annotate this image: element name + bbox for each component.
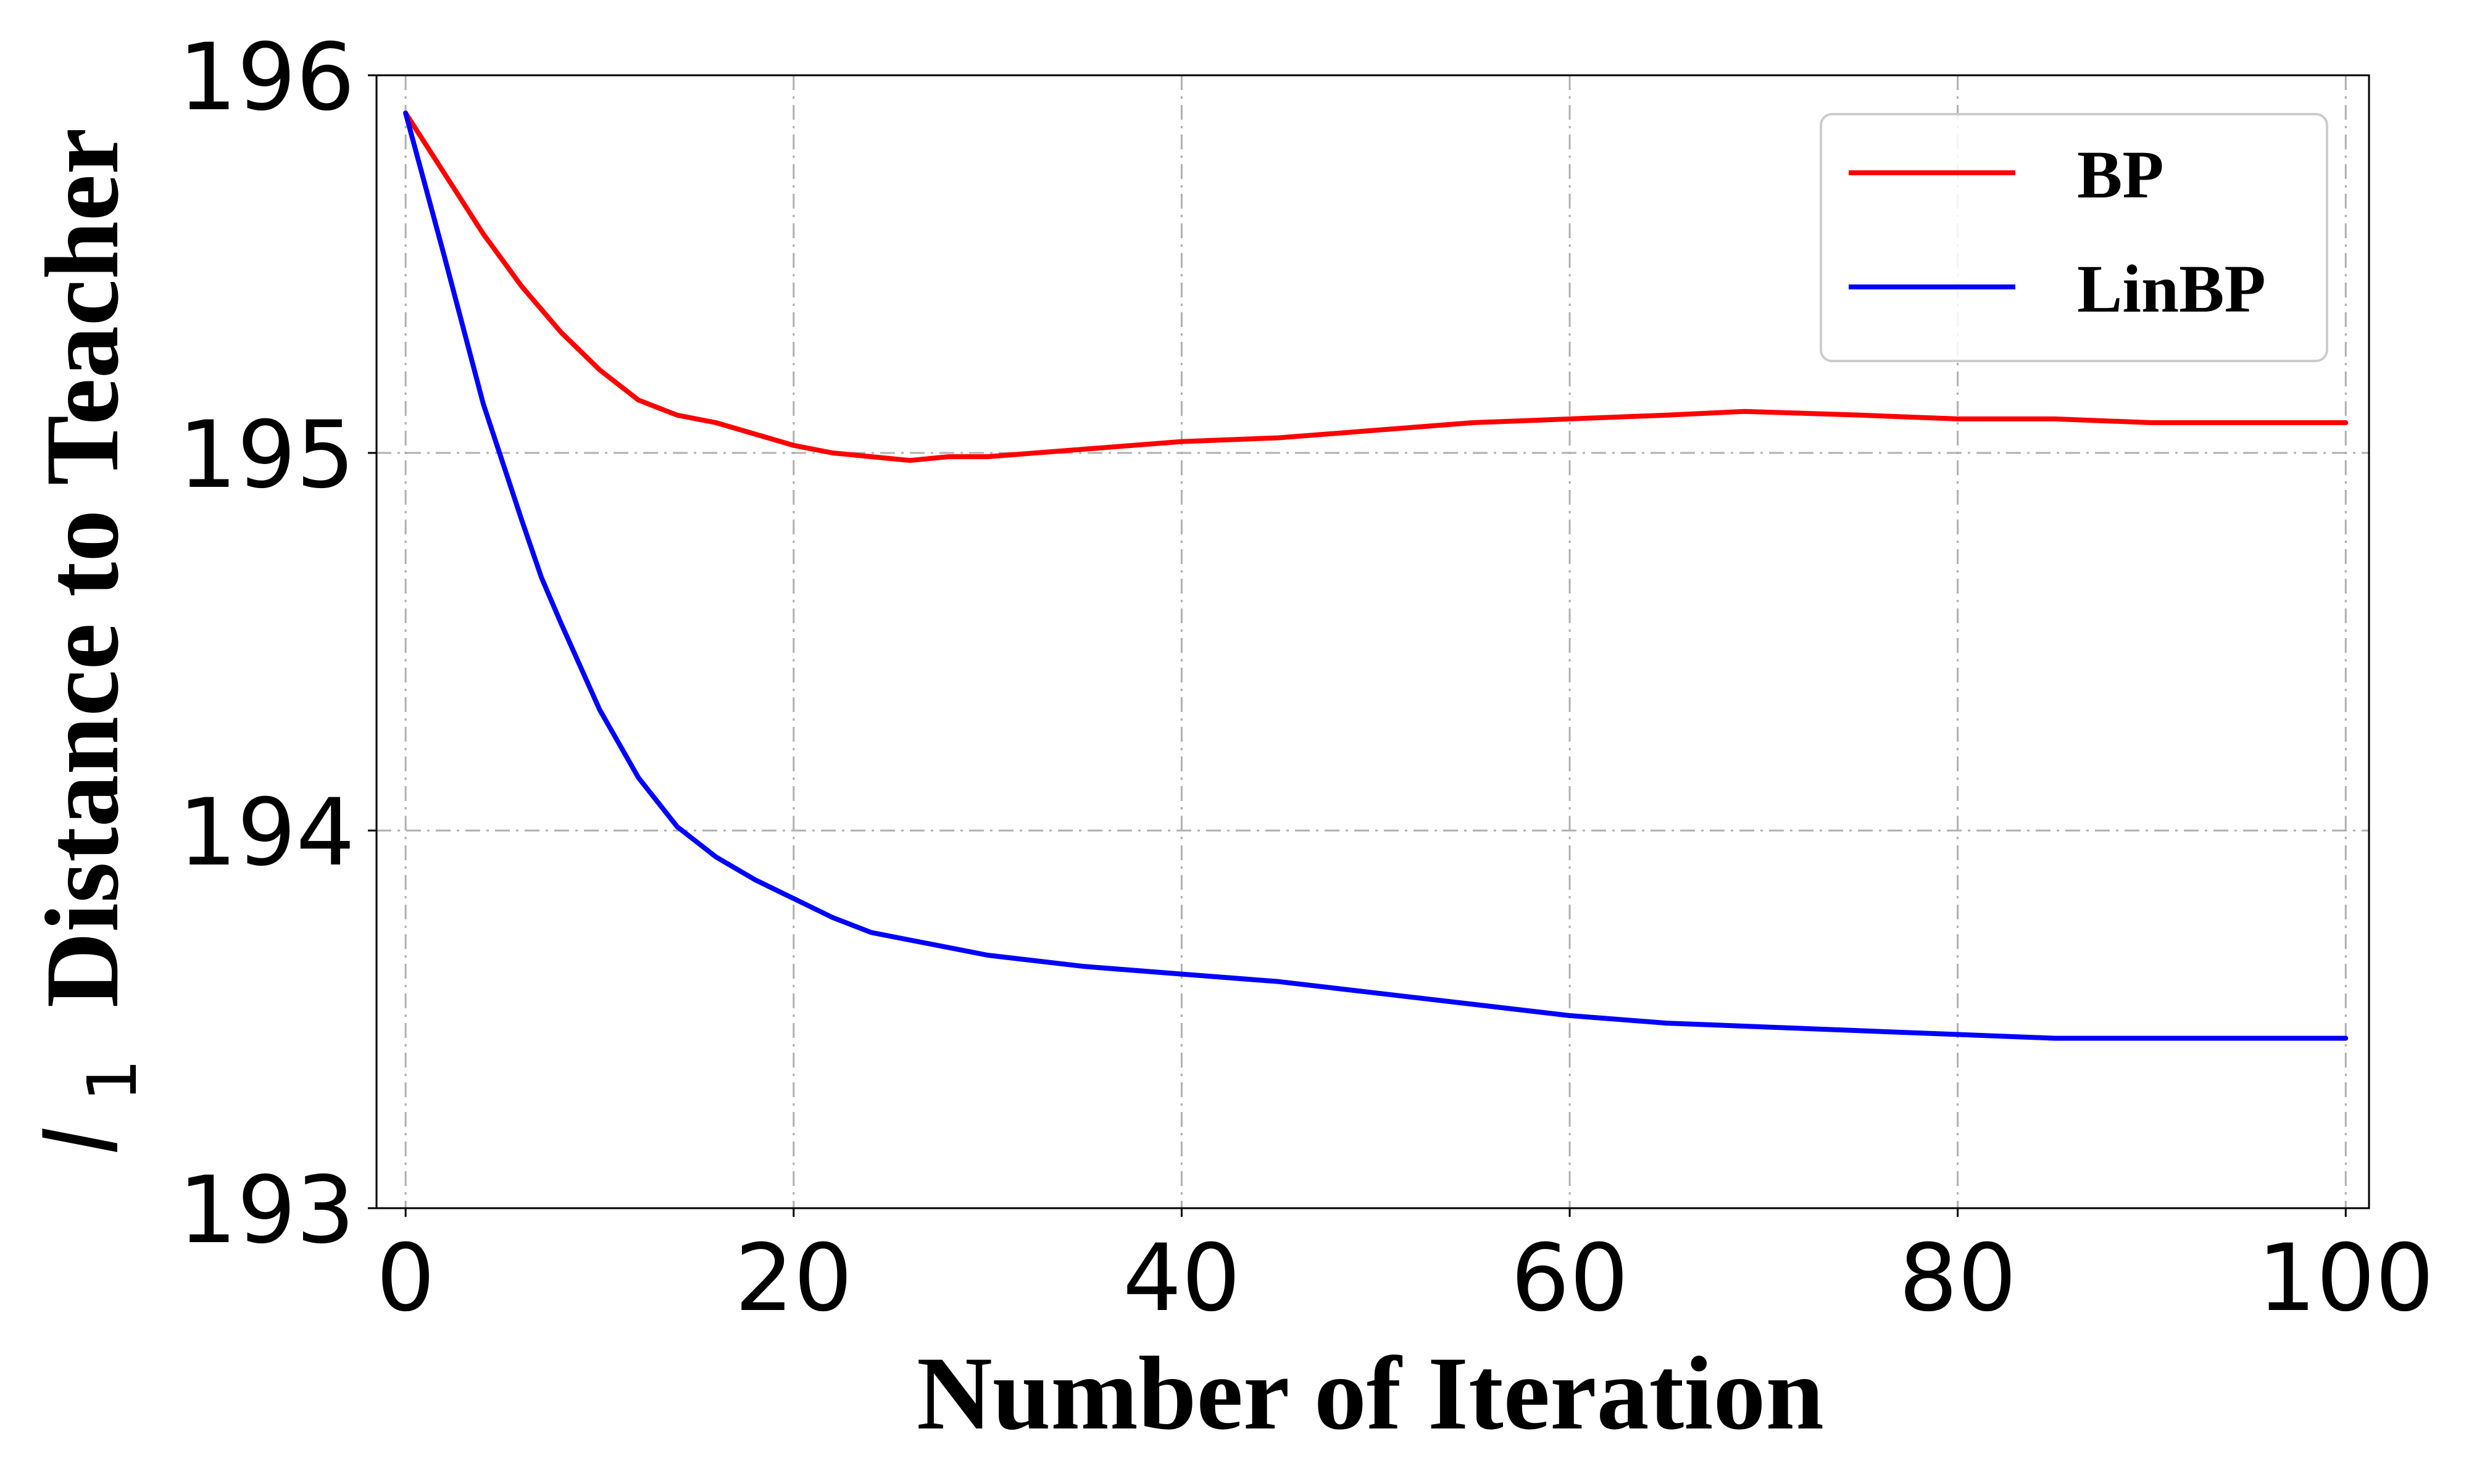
y-tick-label: 193 <box>178 1157 355 1264</box>
series-line-linbp <box>403 110 2349 1041</box>
x-tick-label: 80 <box>1899 1225 2017 1332</box>
series-lines <box>403 110 2349 1041</box>
y-axis-title: l 1 Distance to Teacher <box>24 128 159 1155</box>
axis-ticks: 0 20 40 60 80 100 193 194 195 196 <box>178 24 2434 1332</box>
plot-area-frame <box>375 74 2370 1209</box>
y-axis-title-subscript: 1 <box>73 1059 152 1102</box>
x-tick-label: 60 <box>1511 1225 1629 1332</box>
legend-label-linbp: LinBP <box>2077 251 2266 326</box>
legend-box <box>1820 113 2328 362</box>
y-tick-label: 196 <box>178 24 355 131</box>
x-tick-label: 40 <box>1123 1225 1241 1332</box>
y-tick-label: 194 <box>178 779 355 887</box>
y-axis-title-text: Distance to Teacher <box>24 128 140 1008</box>
y-tick-label: 195 <box>178 402 355 509</box>
x-axis-title: Number of Iteration <box>917 1335 1824 1451</box>
x-tick-label: 100 <box>2257 1225 2434 1332</box>
x-tick-label: 20 <box>735 1225 852 1332</box>
svg-text:l 1 Distance t: l 1 Distance to Teacher <box>24 128 159 1155</box>
legend-label-bp: BP <box>2077 137 2164 212</box>
y-axis-title-symbol: l <box>25 1128 141 1155</box>
legend: BP LinBP <box>1820 113 2328 362</box>
series-line-bp <box>403 110 2349 463</box>
x-tick-label: 0 <box>376 1225 435 1332</box>
